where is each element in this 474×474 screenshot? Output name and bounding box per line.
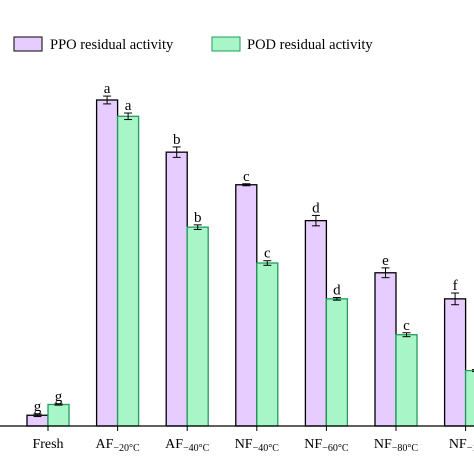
legend: PPO residual activity POD residual activ… [13,36,373,53]
x-tick-label-0: Fresh [32,437,63,452]
bar-pod-5 [395,334,418,427]
bar-ppo-1 [95,99,119,427]
bar-ppo-2 [165,151,188,427]
x-tick-label-2: AF−40°C [165,437,210,454]
bar-pod-0 [47,403,70,427]
sig-label-ppo-5: e [382,253,389,269]
x-tick-label-3: NF−40°C [235,437,280,454]
bar-pod-6 [464,369,474,427]
sig-label-pod-4: d [333,283,341,299]
bar-ppo-5 [374,272,397,427]
sig-label-ppo-6: f [453,278,458,294]
x-ticks: Fresh AF−20°C AF−40°C NF−40°C NF−60°C NF−80°C… [32,426,474,454]
x-tick-label-4: NF−60°C [304,437,349,454]
bar-pod-1 [116,115,140,427]
sig-label-ppo-2: b [173,132,181,148]
legend-label-ppo: PPO residual activity [50,37,174,53]
sig-label-ppo-3: c [243,169,250,185]
sig-label-ppo-0: g [34,399,42,415]
sig-label-pod-0: g [55,389,63,405]
x-tick-label-5: NF−80°C [374,437,419,454]
x-tick-label-6: NF−10 [449,437,474,454]
bar-ppo-6 [443,298,467,427]
bar-pod-2 [186,226,209,427]
sig-label-ppo-4: d [312,200,320,216]
sig-label-pod-3: c [264,246,271,262]
sig-label-pod-1: a [125,98,132,114]
sig-label-pod-5: c [403,318,410,334]
bar-ppo-4 [304,219,328,427]
legend-label-pod: POD residual activity [247,37,373,53]
sig-label-pod-2: b [194,210,202,226]
bar-ppo-3 [235,184,258,427]
bar-pod-3 [256,262,279,427]
bar-pod-4 [325,298,349,427]
legend-swatch-pod [211,36,241,52]
legend-swatch-ppo [13,36,43,52]
x-tick-label-1: AF−20°C [95,437,140,454]
plot-area: ggaabbccddecff [26,81,474,427]
sig-label-ppo-1: a [104,81,111,97]
